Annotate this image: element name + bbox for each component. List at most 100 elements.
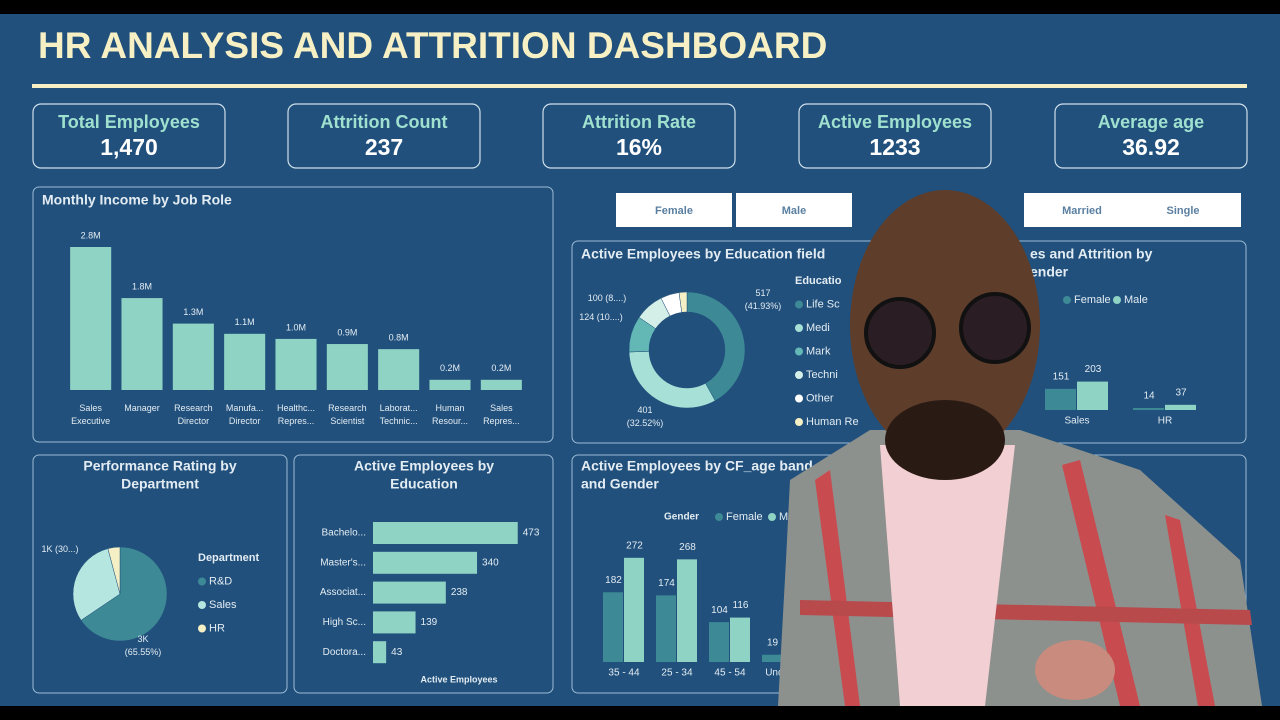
legend-marker [795,394,803,403]
title-rule [32,84,1247,88]
legend-label: Other [806,392,834,404]
data-label: 238 [451,587,468,598]
slicer-button[interactable] [1125,193,1241,227]
slice [686,291,746,402]
legend-marker [795,418,803,426]
x-tick-label: Laborat... Technic... [379,403,418,426]
chart-title: ender [1030,264,1069,280]
legend-label: Female [726,511,763,523]
slicer-label: Male [782,205,806,217]
data-label: 473 [523,528,540,539]
legend-marker [198,577,206,586]
y-tick-label: Bachelo... [322,528,366,539]
legend-marker [795,347,803,356]
chart-title: Active Employees by [354,458,494,474]
legend-label: Mark [806,345,831,357]
slicer-label: Married [1062,205,1102,217]
legend-marker [1113,296,1121,304]
x-tick-label: Research Director [174,403,213,426]
x-tick-label: Manufa... Director [225,403,264,426]
kpi-label: Attrition Rate [582,112,696,132]
data-label: 151 [1053,372,1070,383]
chart-title: Performance Rating by [83,458,236,474]
bar [1165,404,1196,410]
data-label: 19 [767,637,779,648]
chart-panel [293,454,554,694]
bar [1133,408,1164,410]
bar [1077,381,1108,410]
slicer-label: Single [1166,205,1199,217]
slicer-button[interactable] [616,193,732,227]
bar [275,338,317,390]
data-label: 1K (30...) [41,544,79,554]
bar [603,592,623,662]
legend-label: R&D [209,575,232,587]
data-label: 100 (8....) [587,293,627,303]
legend-label: HR [209,622,225,634]
kpi-value: 1233 [869,134,920,160]
data-label: 1.1M [235,317,255,327]
bar [624,557,644,662]
legend-label: Sales [209,599,237,611]
bar [373,641,387,664]
x-tick-label: HR [1158,416,1172,427]
data-label: 0.8M [389,333,409,343]
bar [373,611,416,634]
data-label: 37 [1175,387,1187,398]
legend-marker [715,513,723,521]
slice [107,546,121,595]
x-tick-label: Sales [1064,416,1089,427]
slice [80,546,168,642]
bar [224,333,266,390]
data-label: 182 [605,575,622,586]
bar [70,247,112,390]
x-tick-label: 45 - 54 [714,668,746,679]
data-label: 174 [658,578,675,589]
kpi-card [32,103,226,169]
data-label: 42 [788,629,800,640]
kpi-label: Average age [1098,112,1204,132]
legend-label: Male [779,511,803,523]
x-tick-label: Research Scientist [328,403,367,426]
bar [373,551,478,574]
legend-marker [795,324,803,332]
x-tick-label: Healthc... Repres... [276,403,316,426]
data-label: 1.3M [183,307,203,317]
legend-marker [795,300,803,309]
chart-title: es and Attrition by [1030,246,1153,262]
kpi-value: 36.92 [1122,134,1180,160]
y-tick-label: High Sc... [323,617,366,628]
legend-label: Human Re [806,416,859,428]
bar [429,379,471,390]
data-label: 116 [733,600,749,611]
slicer-button[interactable] [736,193,852,227]
slicer-button[interactable] [1024,193,1140,227]
chart-title: Active Employees by CF_age band [581,458,813,474]
legend-title: Educatio [795,275,842,287]
slice [678,291,688,313]
bar [373,581,446,604]
data-label: 0.9M [337,327,357,337]
data-label: 340 [482,557,499,568]
data-label: 203 [1085,364,1102,375]
kpi-card [542,103,736,169]
y-tick-label: Associat... [320,587,366,598]
bar [709,622,729,662]
legend-marker [1063,296,1071,304]
kpi-card [798,103,992,169]
y-tick-label: Master's... [320,557,366,568]
x-tick-label: Under 2 [765,668,801,679]
slicer-label: Female [655,205,693,217]
bar [373,522,518,544]
legend-marker [768,513,776,521]
chart-title: Department [121,476,199,492]
data-label: 268 [679,542,696,553]
legend-label: Life Sc [806,298,840,310]
chart-title: Education [390,476,458,492]
data-label: 104 [711,605,728,616]
legend-title: Gender [664,512,699,523]
bar [762,654,782,662]
slice [72,548,121,621]
